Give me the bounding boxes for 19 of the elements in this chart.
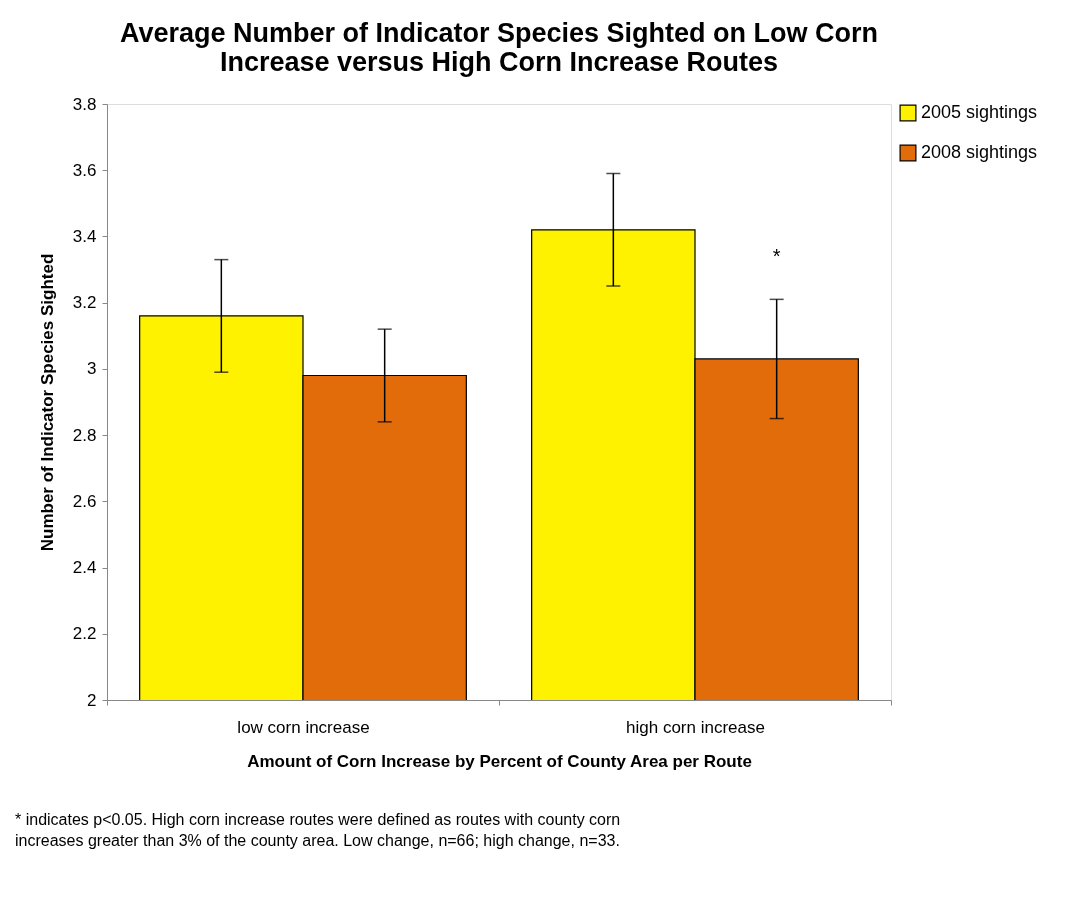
y-tick-label: 2.4	[72, 558, 97, 578]
annotation: *	[772, 245, 781, 268]
y-tick-label: 2.6	[72, 491, 97, 511]
x-axis-title: Amount of Corn Increase by Percent of County Area per Route	[247, 751, 752, 771]
text: * indicates p<0.05. High corn increase routes were defined as routes with county corn increases greater than 3% of the county area. Low change, n=66; high change, n=33.	[15, 811, 621, 849]
y-axis-title: Number of Indicator Species Sighted	[37, 253, 57, 552]
chart-title: Average Number of Indicator Species Sighted on Low Corn Increase versus High Corn Increase Routes	[119, 18, 879, 77]
y-tick-label: 2	[87, 690, 97, 710]
y-tick-label: 2.2	[72, 624, 97, 644]
y-tick-label: 3.6	[72, 160, 97, 180]
legend-label: 2008 sightings	[921, 142, 1038, 162]
y-tick-label: 3	[87, 359, 97, 379]
y-tick-label: 2.8	[72, 425, 97, 445]
y-tick-label: 3.2	[72, 293, 97, 313]
legend-label: 2005 sightings	[921, 102, 1038, 122]
x-tick-label: high corn increase	[626, 717, 765, 737]
y-tick-label: 3.4	[72, 226, 97, 246]
y-tick-label: 3.8	[72, 94, 97, 114]
x-tick-label: low corn increase	[237, 717, 370, 737]
